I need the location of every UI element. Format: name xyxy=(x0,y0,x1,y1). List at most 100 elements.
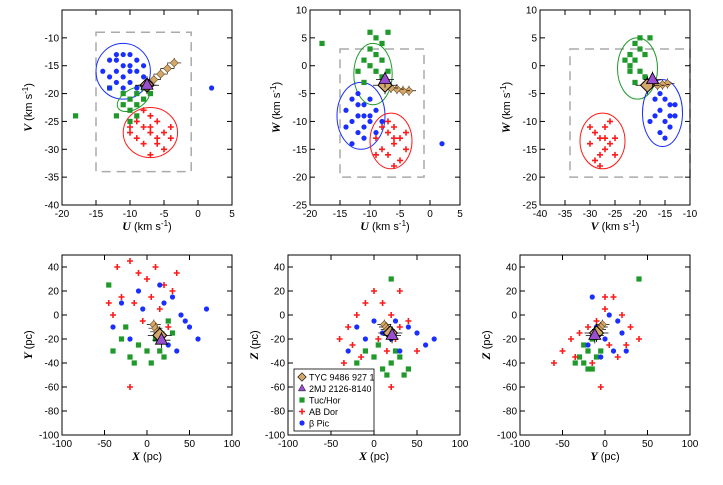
tuc-hor-point xyxy=(637,68,643,74)
ab-dor-point xyxy=(388,384,395,390)
ab-dor-point xyxy=(154,140,161,147)
tuc-hor-point xyxy=(636,276,642,282)
tuc-hor-point xyxy=(152,336,159,342)
tyc-point xyxy=(149,75,159,85)
ab-dor-point xyxy=(610,294,617,300)
tuc-hor-point xyxy=(627,68,633,74)
tyc-point xyxy=(156,69,166,79)
tuc-hor-point xyxy=(373,35,379,41)
ab-dor-point xyxy=(156,306,163,312)
beta-pic-point xyxy=(127,68,133,74)
y-tick-label: -5 xyxy=(528,89,537,100)
plot-frame xyxy=(539,9,691,206)
tuc-hor-point xyxy=(379,74,385,80)
y-tick-label: -20 xyxy=(293,173,308,184)
x-tick-label: -100 xyxy=(510,439,530,450)
beta-pic-point xyxy=(672,113,678,119)
beta-pic-point xyxy=(373,129,379,136)
beta-pic-point xyxy=(127,51,133,58)
ab-dor-point xyxy=(589,360,596,366)
tuc-hor-point xyxy=(385,68,391,74)
y-tick-label: 40 xyxy=(506,263,518,274)
ab-dor-point xyxy=(379,146,385,153)
y-tick-label: 0 xyxy=(279,311,285,322)
axis-variable: Y xyxy=(21,351,35,360)
tuc-hor-point xyxy=(637,35,643,41)
ab-dor-point xyxy=(385,129,391,136)
tuc-hor-point xyxy=(598,348,604,354)
ab-dor-point xyxy=(169,288,176,294)
ab-dor-point xyxy=(114,264,121,270)
ab-dor-point xyxy=(602,146,608,153)
tuc-hor-point xyxy=(581,360,587,366)
beta-pic-point xyxy=(667,124,673,130)
y-tick-label: -15 xyxy=(293,145,308,156)
ab-dor-point xyxy=(147,112,154,119)
beta-pic-point xyxy=(169,294,176,300)
beta-pic-point xyxy=(178,312,184,318)
axis-variable: U xyxy=(360,219,370,233)
axis-unit: (km s xyxy=(501,92,513,122)
ab-dor-point xyxy=(152,264,159,270)
beta-pic-point xyxy=(371,318,377,324)
beta-pic-point xyxy=(140,306,146,312)
ab-dor-point xyxy=(140,140,147,147)
beta-pic-point xyxy=(667,113,673,119)
beta-pic-point xyxy=(157,282,163,288)
beta-pic-point xyxy=(349,118,355,125)
x-tick-label: -20 xyxy=(303,209,318,220)
axis-unit: (pc) xyxy=(481,330,493,352)
axis-unit-close: ) xyxy=(23,83,35,87)
y-tick-label: -10 xyxy=(45,33,60,44)
beta-pic-point xyxy=(367,96,373,102)
beta-pic-point xyxy=(598,354,604,360)
beta-pic-point xyxy=(120,51,126,58)
beta-pic-point xyxy=(662,96,668,102)
y-tick-label: -20 xyxy=(503,335,518,346)
ab-dor-point xyxy=(602,135,608,142)
tyc-point xyxy=(162,64,172,73)
twomj-point xyxy=(588,327,602,340)
ab-dor-point xyxy=(397,135,403,142)
tuc-hor-point xyxy=(319,40,325,47)
tuc-hor-point xyxy=(127,107,133,113)
tuc-hor-point xyxy=(627,63,633,69)
legend-label-tuchor: Tuc/Hor xyxy=(309,395,341,405)
beta-pic-point xyxy=(657,90,663,97)
x-tick-label: -15 xyxy=(658,209,673,220)
tuc-hor-point xyxy=(361,79,367,86)
ab-dor-point xyxy=(405,318,412,324)
axis-unit-exponent: -1 xyxy=(269,85,278,93)
beta-pic-point xyxy=(186,324,193,330)
x-tick-label: -5 xyxy=(396,209,405,220)
ab-dor-point xyxy=(597,384,604,390)
tuc-hor-point xyxy=(134,113,140,119)
legend-marker xyxy=(299,408,305,415)
ab-dor-point xyxy=(105,300,112,306)
beta-pic-point xyxy=(362,336,368,342)
beta-pic-point xyxy=(602,336,608,342)
tuc-hor-point xyxy=(120,90,126,97)
x-tick-label: 100 xyxy=(452,439,469,450)
y-tick-label: -25 xyxy=(523,201,538,212)
tuchor-ellipse xyxy=(353,42,393,106)
beta-pic-point xyxy=(355,90,361,97)
axis-variable: X xyxy=(131,449,141,463)
panel-vw: -40 -35 -30 -25 -20 -15 -10 -25 -20 -15 -10 -5 0 5 10 V… xyxy=(499,6,698,234)
axis-variable: Z xyxy=(479,352,493,361)
beta-pic-point xyxy=(349,141,355,147)
x-tick-label: -15 xyxy=(333,209,348,220)
ab-dor-point xyxy=(340,360,347,366)
ab-dor-point xyxy=(587,140,593,147)
ab-dor-point xyxy=(148,294,155,300)
beta-pic-point xyxy=(589,294,595,300)
x-tick-label: -20 xyxy=(55,209,70,220)
axis-unit-close: ) xyxy=(636,221,640,233)
tuc-hor-point xyxy=(367,46,373,52)
y-tick-label: -20 xyxy=(523,173,538,184)
ab-dor-point xyxy=(391,124,397,130)
beta-pic-point xyxy=(113,57,119,63)
abdor-ellipse xyxy=(579,112,626,170)
tuc-hor-point xyxy=(157,348,163,354)
y-tick-label: 20 xyxy=(274,287,286,298)
